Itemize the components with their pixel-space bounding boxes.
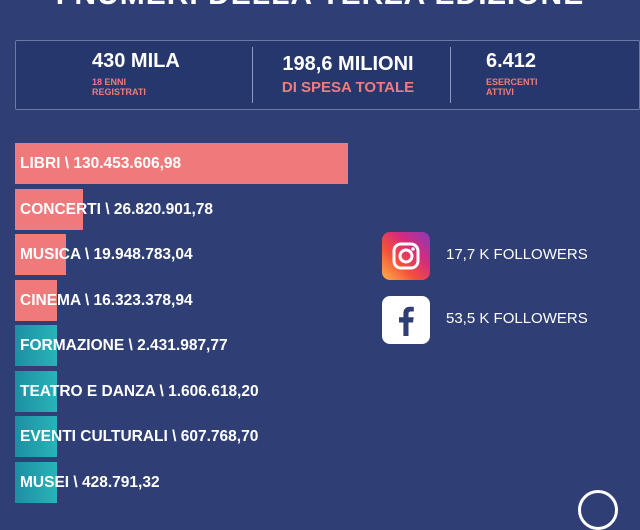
stats-divider <box>252 47 253 103</box>
bar-label: TEATRO E DANZA \ 1.606.618,20 <box>20 382 259 400</box>
corner-badge <box>578 490 618 530</box>
stat-registered-value: 430 MILA <box>92 50 180 72</box>
stat-spending-value: 198,6 MILIONI <box>282 53 414 75</box>
bar-label: CONCERTI \ 26.820.901,78 <box>20 200 213 218</box>
bar-libri <box>15 143 348 184</box>
bar-eventi-culturali <box>15 416 57 457</box>
bar-label: EVENTI CULTURALI \ 607.768,70 <box>20 428 259 445</box>
instagram-followers-count: 17,7 K FOLLOWERS <box>446 246 588 263</box>
stat-spending-label: DI SPESA TOTALE <box>281 79 415 96</box>
facebook-icon <box>382 296 430 344</box>
stat-spending: 198,6 MILIONI DI SPESA TOTALE <box>264 41 432 109</box>
bar-musica <box>15 234 66 275</box>
bar-label: MUSEI \ 428.791,32 <box>20 473 160 491</box>
bar-formazione <box>15 325 57 366</box>
stat-registered-label: 18 ENNI REGISTRATI <box>92 77 146 97</box>
bar-label: CINEMA \ 16.323.378,94 <box>20 291 193 309</box>
bar-musei <box>15 461 57 503</box>
instagram-icon <box>382 232 430 280</box>
stat-merchants-label: ESERCENTI ATTIVI <box>486 77 538 97</box>
stat-merchants-value: 6.412 <box>486 50 537 72</box>
page-title: I NUMERI DELLA TERZA EDIZIONE <box>0 0 640 12</box>
bar-label: LIBRI \ 130.453.606,98 <box>20 155 182 172</box>
facebook-followers-count: 53,5 K FOLLOWERS <box>446 310 588 327</box>
bar-cinema <box>15 279 57 321</box>
stats-panel: 430 MILA 18 ENNI REGISTRATI 198,6 MILION… <box>15 40 640 110</box>
bar-concerti <box>15 188 84 230</box>
stats-divider <box>450 47 451 103</box>
bar-label: FORMAZIONE \ 2.431.987,77 <box>20 337 228 354</box>
bar-label: MUSICA \ 19.948.783,04 <box>20 246 193 263</box>
bar-teatro-e-danza <box>15 370 57 412</box>
